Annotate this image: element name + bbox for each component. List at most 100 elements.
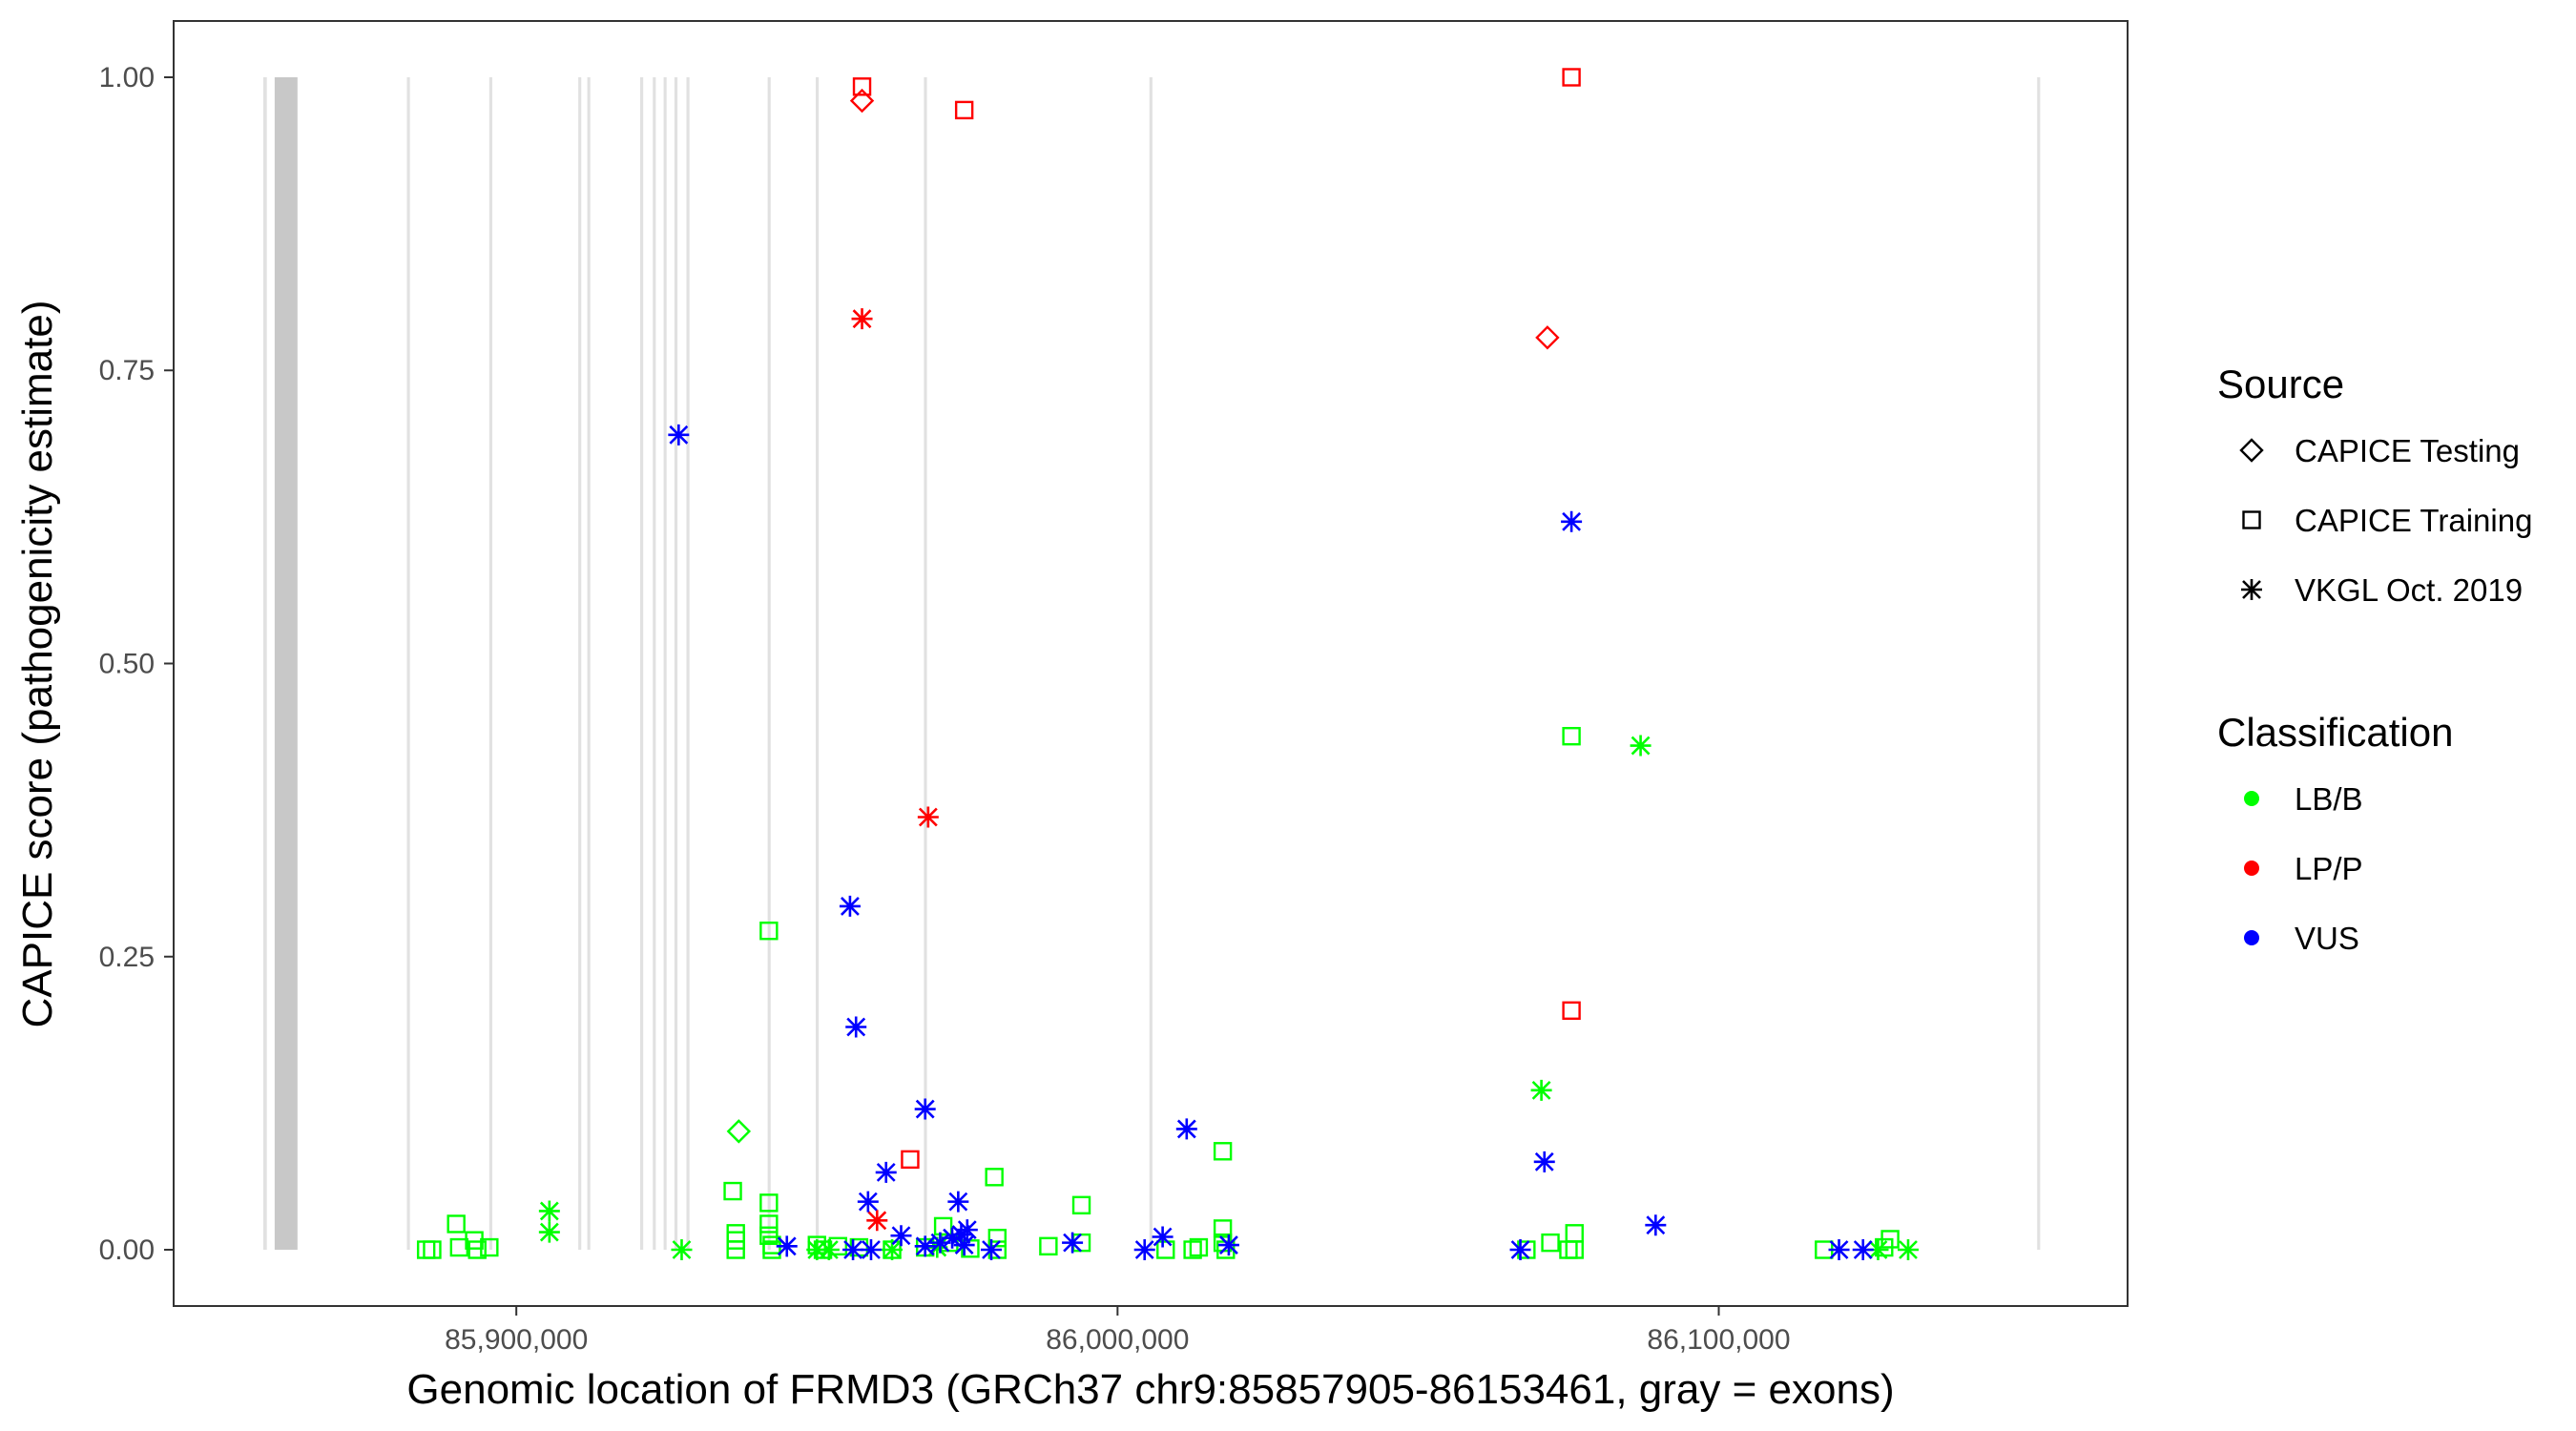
series-vkgl-oct-2019-vus	[668, 424, 1874, 1261]
exon-band	[578, 76, 582, 1251]
x-axis-title: Genomic location of FRMD3 (GRCh37 chr9:8…	[406, 1366, 1894, 1413]
data-point	[423, 1240, 442, 1259]
data-point	[538, 1200, 560, 1222]
data-point	[901, 1150, 920, 1170]
legend-key-dot	[2244, 930, 2259, 945]
data-point	[857, 1191, 879, 1213]
data-point	[1213, 1219, 1233, 1238]
data-point	[1562, 726, 1581, 746]
data-point	[1217, 1234, 1239, 1256]
data-point	[1133, 1239, 1155, 1261]
data-point	[1530, 1079, 1552, 1101]
data-point	[1189, 1237, 1209, 1257]
data-point	[839, 895, 861, 917]
legend-title-source: Source	[2217, 362, 2344, 406]
data-point	[759, 1214, 779, 1234]
exon-band	[653, 76, 656, 1251]
data-point	[985, 1168, 1004, 1187]
data-point	[1565, 1240, 1584, 1259]
data-point	[818, 1239, 840, 1261]
data-point	[671, 1239, 693, 1261]
y-tick-label: 0.00	[99, 1234, 155, 1266]
data-point	[845, 1016, 867, 1038]
x-tick-label: 86,100,000	[1647, 1324, 1790, 1356]
x-tick-label: 86,000,000	[1046, 1324, 1189, 1356]
data-point	[1509, 1239, 1531, 1261]
data-point	[726, 1231, 745, 1250]
exon-band	[663, 76, 667, 1251]
legend-label: VUS	[2295, 921, 2359, 956]
legend-key-dot	[2244, 861, 2259, 876]
data-point	[1039, 1236, 1058, 1256]
data-point	[806, 1239, 828, 1261]
data-point	[842, 1239, 864, 1261]
data-point	[890, 1225, 912, 1247]
data-point	[1156, 1240, 1175, 1259]
data-point	[947, 1191, 969, 1213]
y-tick-label: 0.50	[99, 649, 155, 680]
legend-label: CAPICE Training	[2295, 503, 2532, 538]
data-point	[851, 308, 873, 330]
data-points	[416, 68, 1919, 1261]
legend-label: CAPICE Testing	[2295, 433, 2520, 468]
data-point	[954, 100, 974, 120]
data-point	[759, 1226, 779, 1245]
data-point	[726, 1119, 752, 1144]
data-point	[849, 88, 875, 114]
exon-band	[686, 76, 690, 1251]
data-point	[1867, 1239, 1889, 1261]
exon-band	[406, 76, 410, 1251]
exon-band	[587, 76, 591, 1251]
data-point	[875, 1161, 897, 1183]
data-point	[1062, 1232, 1084, 1254]
data-point	[1880, 1230, 1900, 1249]
exon-band	[2037, 76, 2041, 1251]
exon-band	[274, 76, 298, 1251]
data-point	[914, 1235, 936, 1257]
y-tick-label: 0.75	[99, 355, 155, 386]
data-point	[1630, 735, 1652, 757]
data-point	[1152, 1226, 1174, 1248]
series-capice-training-lp-p	[852, 68, 1581, 1170]
data-point	[1828, 1239, 1850, 1261]
legend-label: LB/B	[2295, 781, 2363, 817]
data-point	[762, 1240, 781, 1259]
data-point	[467, 1240, 487, 1259]
legend: Source CAPICE Testing CAPICE Training VKGL …	[2217, 362, 2532, 956]
exon-bands	[262, 76, 2041, 1251]
series-vkgl-oct-2019-lp-p	[851, 308, 939, 1232]
data-point	[759, 922, 779, 941]
exon-band	[767, 76, 771, 1251]
data-point	[1533, 1151, 1555, 1172]
data-point	[1562, 1001, 1581, 1020]
exon-band	[1149, 76, 1153, 1251]
legend-label: LP/P	[2295, 851, 2363, 886]
axes: 85,900,000 86,000,000 86,100,000 0.00 0.25 0.…	[99, 62, 1791, 1356]
data-point	[914, 1098, 936, 1120]
data-point	[1213, 1142, 1233, 1161]
series-capice-testing-lb-b	[726, 1119, 752, 1144]
data-point	[1645, 1214, 1667, 1236]
data-point	[942, 1227, 964, 1249]
legend-key-diamond	[2239, 438, 2264, 463]
y-tick-label: 1.00	[99, 62, 155, 93]
exon-band	[924, 76, 927, 1251]
legend-key-dot	[2244, 791, 2259, 806]
data-point	[1562, 68, 1581, 87]
data-point	[1561, 510, 1583, 532]
data-point	[1541, 1233, 1560, 1253]
data-point	[860, 1239, 882, 1261]
y-tick-label: 0.25	[99, 942, 155, 973]
data-point	[1071, 1195, 1091, 1215]
series-capice-testing-lp-p	[849, 88, 1560, 350]
data-point	[480, 1237, 499, 1257]
exon-band	[639, 76, 644, 1251]
data-point	[953, 1234, 975, 1256]
data-point	[882, 1239, 904, 1261]
data-point	[668, 424, 690, 446]
exon-band	[674, 76, 678, 1251]
data-point	[726, 1240, 745, 1259]
data-point	[956, 1219, 978, 1241]
data-point	[1183, 1240, 1202, 1259]
